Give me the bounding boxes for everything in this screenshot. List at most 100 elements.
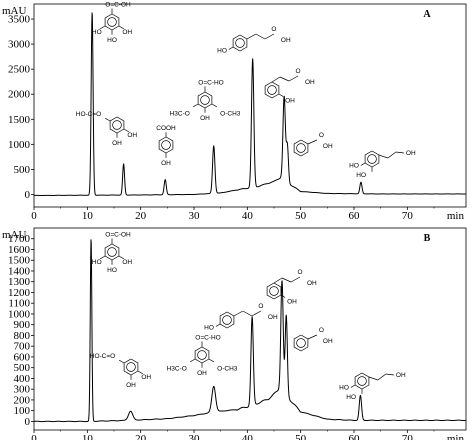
structure-bond: [264, 33, 275, 40]
y-tick-label: 0: [25, 189, 31, 201]
y-tick-label: 1000: [8, 139, 31, 151]
panel-label: A: [423, 9, 431, 20]
benzene-ring: [264, 81, 280, 99]
aromatic-circle: [235, 38, 245, 48]
benzene-ring: [354, 372, 370, 390]
x-axis-unit: min: [447, 210, 465, 222]
structure-label: O: [271, 26, 276, 33]
x-tick-label: 70: [402, 210, 414, 222]
chemical-structure: O OH OH: [266, 269, 317, 305]
structure-label: H3C-O: [167, 366, 187, 373]
structure-bond: [190, 358, 196, 363]
structure-label: OH: [112, 140, 122, 147]
x-tick-label: 0: [31, 210, 37, 222]
chemical-structure: O=C-OH OH HO HO: [92, 1, 133, 43]
chromatogram-panel-a: 0 500 1000 1500 2000 2500 3000 3500 0 10 20 30 40 50 6…: [2, 1, 467, 222]
structure-bond: [377, 373, 387, 381]
y-axis-unit: mAU: [2, 229, 27, 241]
structure-label: OH: [287, 298, 297, 305]
structure-label: O=C-HO: [198, 79, 223, 86]
chemical-structure: O OH: [293, 132, 333, 157]
chemical-structure: O=C-OH OH HO HO: [92, 231, 133, 273]
structure-bond: [387, 151, 397, 159]
structure-label: HO: [356, 172, 366, 179]
structure-label: OH: [396, 372, 406, 379]
structure-label: OH: [305, 79, 315, 86]
panel-label: B: [424, 233, 431, 244]
structure-label: OH: [323, 338, 333, 345]
structure-label: O: [295, 68, 300, 75]
benzene-ring: [232, 34, 248, 52]
aromatic-circle: [296, 143, 306, 153]
structure-bond: [288, 75, 299, 82]
structure-bond: [105, 117, 111, 122]
aromatic-circle: [357, 376, 367, 386]
structure-bond: [271, 76, 281, 83]
structure-bond: [228, 46, 234, 50]
y-tick-label: 3000: [8, 39, 31, 51]
structure-bond: [378, 154, 389, 159]
benzene-ring: [104, 243, 120, 261]
chemical-structure: O OH HO: [204, 303, 278, 331]
benzene-ring: [266, 282, 282, 300]
x-tick-label: 70: [402, 433, 414, 440]
y-tick-label: 1400: [8, 265, 31, 277]
x-tick-label: 40: [242, 210, 254, 222]
x-tick-label: 60: [349, 433, 361, 440]
structure-bond: [208, 358, 214, 363]
structure-label: HO: [349, 162, 359, 169]
y-tick-label: 0: [25, 416, 31, 428]
structure-label: COOH: [156, 125, 176, 132]
aromatic-circle: [267, 85, 277, 95]
aromatic-circle: [367, 154, 377, 164]
x-tick-label: 60: [349, 210, 361, 222]
structure-label: HO: [339, 384, 349, 391]
benzene-ring: [123, 358, 139, 376]
aromatic-circle: [296, 338, 306, 348]
structure-label: O: [319, 327, 324, 334]
chemical-structure: O OH HO: [217, 26, 291, 54]
structure-label: O-CH3: [217, 366, 238, 373]
chemical-structure: O=C-HO H3C-O O-CH3 OH: [170, 79, 241, 121]
plot-frame: [33, 3, 467, 208]
structure-bond: [360, 162, 366, 166]
y-tick-label: 500: [14, 164, 31, 176]
structure-label: O: [297, 269, 302, 276]
structure-label: HO: [346, 394, 356, 401]
structure-label: OH: [323, 143, 333, 150]
x-tick-label: 0: [31, 433, 37, 440]
benzene-ring: [364, 150, 380, 168]
structure-bond: [118, 255, 124, 260]
y-tick-label: 1100: [8, 298, 30, 310]
structure-label: OH: [141, 374, 151, 381]
x-tick-label: 20: [135, 433, 147, 440]
y-tick-label: 3500: [8, 14, 31, 26]
structure-bond: [350, 384, 356, 388]
benzene-ring: [158, 136, 174, 154]
chemical-structure: O OH: [293, 327, 333, 352]
aromatic-circle: [161, 140, 171, 150]
y-tick-label: 2000: [8, 89, 31, 101]
structure-label: O=C-OH: [105, 231, 131, 238]
structure-label: H3C-O: [170, 111, 190, 118]
structure-bond: [368, 376, 379, 381]
aromatic-circle: [197, 350, 207, 360]
y-tick-label: 100: [14, 405, 31, 417]
chemical-structure: O=C-HO H3C-O O-CH3 OH: [167, 334, 238, 376]
x-tick-label: 50: [295, 210, 307, 222]
chemical-structure: HO-C=O OH OH: [90, 353, 152, 389]
y-tick-label: 1200: [8, 287, 31, 299]
structure-label: OH: [126, 382, 136, 389]
structure-label: OH: [127, 132, 137, 139]
structure-label: HO: [217, 47, 227, 54]
chemical-structure: HO-C=O OH OH: [76, 111, 138, 147]
aromatic-circle: [222, 315, 232, 325]
structure-label: OH: [406, 150, 416, 157]
benzene-ring: [219, 311, 235, 329]
structure-label: HO: [92, 259, 102, 266]
y-tick-label: 300: [14, 384, 31, 396]
structure-label: HO-C=O: [90, 353, 115, 360]
structure-label: OH: [307, 280, 317, 287]
y-tick-label: 600: [14, 351, 31, 363]
